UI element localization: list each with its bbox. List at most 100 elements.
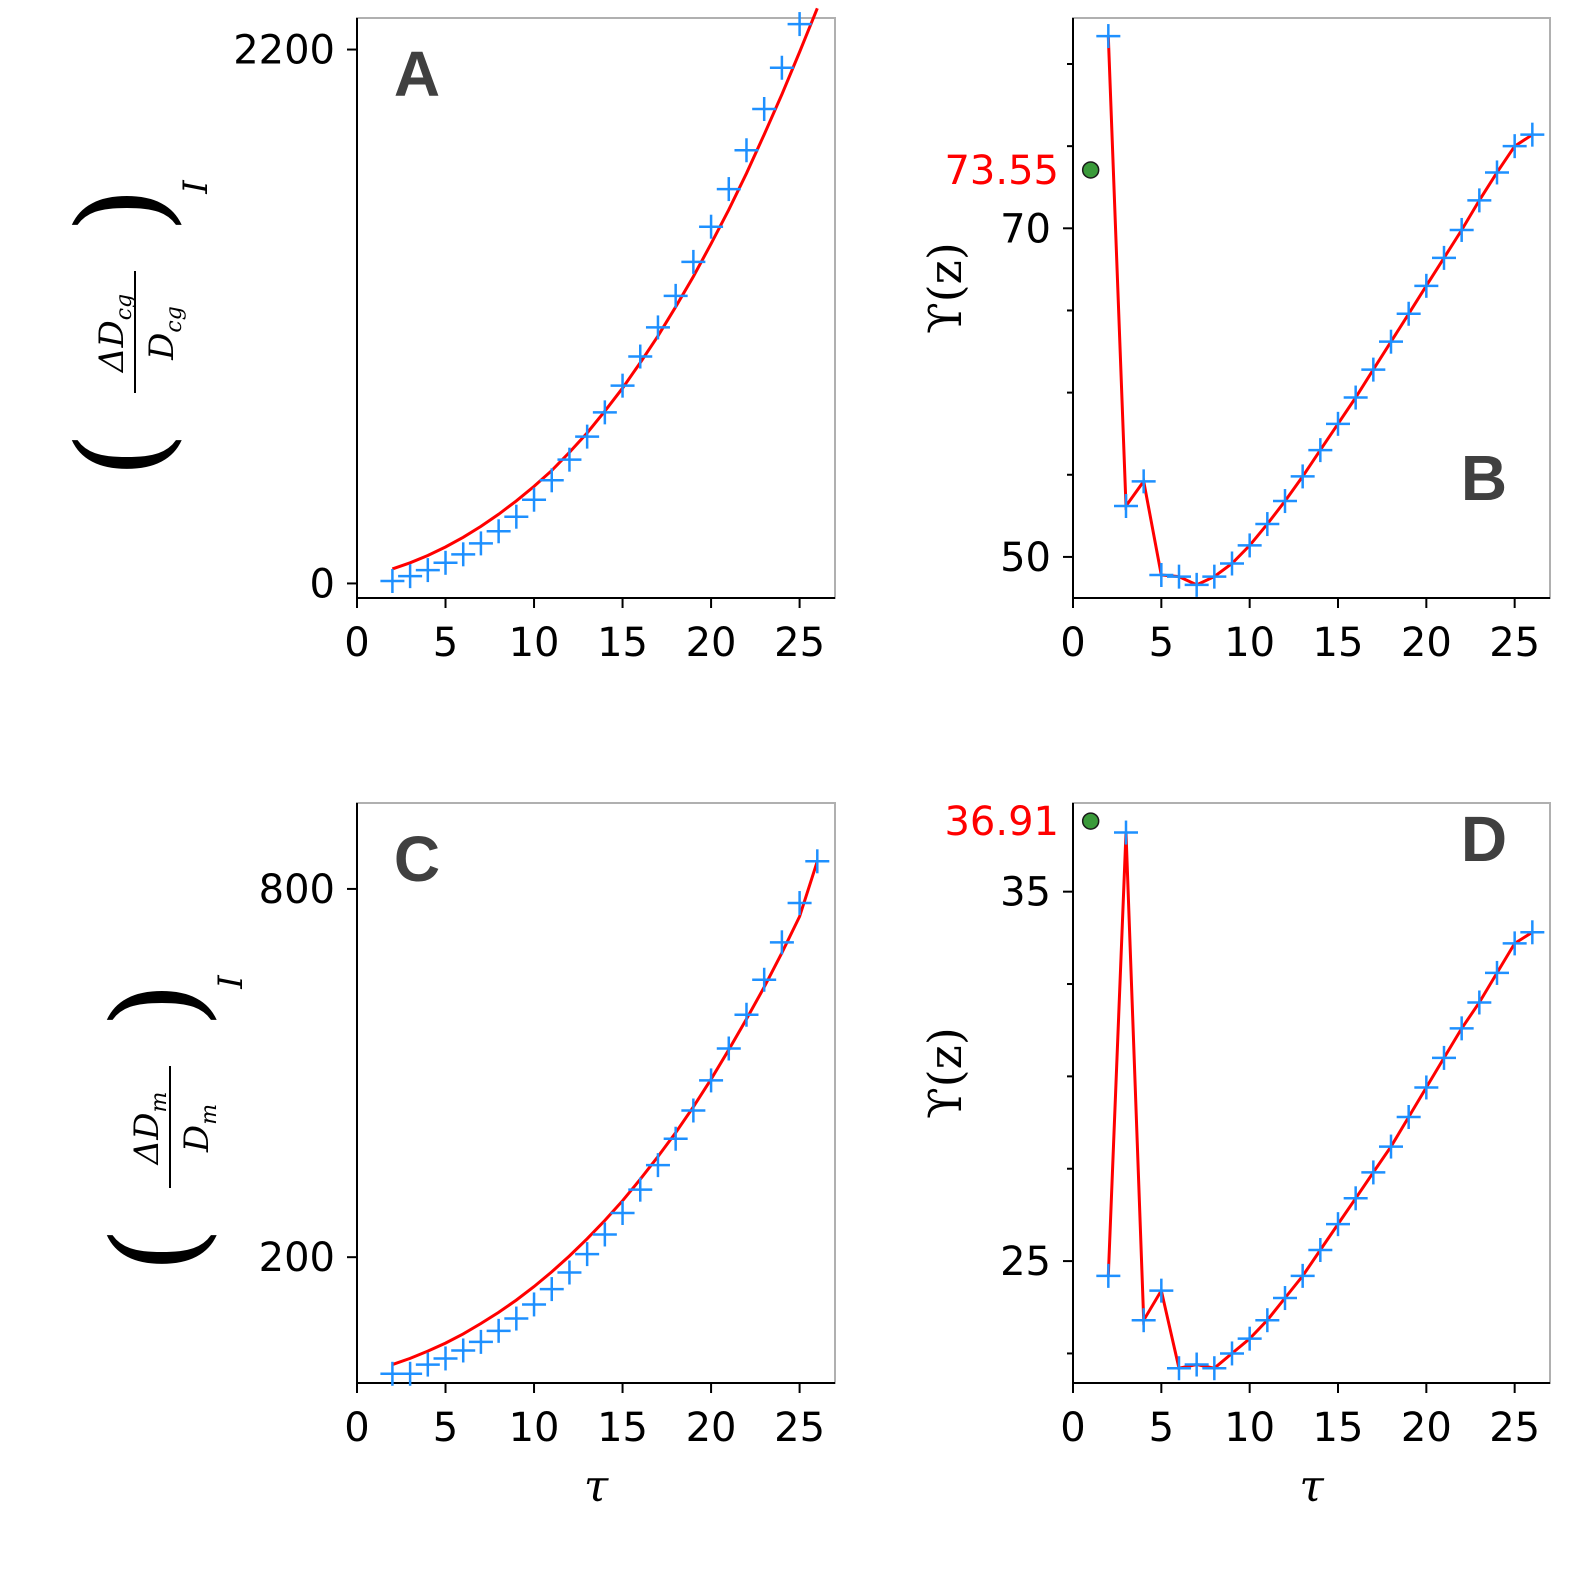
data-point [752, 97, 777, 122]
panel-letter: C [394, 823, 440, 895]
data-point [504, 1306, 529, 1331]
y-tick-label: 2200 [233, 28, 335, 74]
data-point [681, 249, 706, 274]
data-point [628, 344, 653, 369]
data-point [539, 468, 564, 493]
data-point [1184, 572, 1209, 597]
label-subscript: I [176, 180, 216, 195]
data-point [716, 177, 741, 202]
data-point [1273, 489, 1297, 514]
data-point [1149, 1278, 1174, 1303]
x-tick-label: 25 [1489, 1405, 1540, 1451]
data-point [787, 12, 812, 37]
data-point [1520, 122, 1545, 147]
y-tick-label: 0 [310, 561, 335, 607]
data-point [1096, 1263, 1121, 1288]
data-point [380, 569, 405, 594]
data-point [468, 531, 493, 556]
data-point [1167, 1356, 1191, 1381]
x-tick-label: 15 [597, 620, 648, 666]
data-point [699, 1068, 724, 1093]
data-point [681, 1098, 706, 1123]
fit-line [391, 860, 819, 1367]
data-point [451, 1338, 476, 1363]
x-tick-label: 0 [1060, 620, 1085, 666]
special-point [1081, 161, 1100, 179]
x-tick-label: 20 [686, 1405, 737, 1451]
y-axis-label: ϒ(z) [918, 242, 972, 334]
data-point [716, 1036, 741, 1061]
close-paren: ) [53, 187, 192, 234]
data-point [1096, 24, 1121, 49]
data-point [663, 1126, 688, 1151]
x-tick-label: 10 [509, 1405, 560, 1451]
data-point [522, 1292, 547, 1317]
open-paren: ( [88, 1227, 227, 1274]
x-tick-label: 15 [1313, 1405, 1364, 1451]
data-point [1308, 438, 1333, 463]
data-point [433, 1346, 458, 1371]
data-point [468, 1329, 493, 1354]
data-point [1485, 160, 1509, 185]
y-axis-label: ϒ(z) [918, 1027, 972, 1119]
data-point [1432, 245, 1456, 270]
data-point [433, 550, 458, 575]
x-tick-label: 5 [433, 620, 458, 666]
data-point [610, 1200, 635, 1225]
data-point [663, 283, 688, 308]
data-point [1467, 188, 1492, 213]
fit-line [1106, 832, 1534, 1370]
y-tick-label: 50 [1000, 535, 1051, 581]
data-point [398, 1361, 423, 1386]
x-tick-label: 15 [597, 1405, 648, 1451]
y-tick-label: 35 [1000, 870, 1051, 916]
special-point-label: 36.91 [944, 799, 1059, 845]
x-tick-label: 20 [1401, 1405, 1452, 1451]
label-denominator: Dcg [142, 306, 187, 361]
data-point [1396, 301, 1421, 326]
data-point [1131, 469, 1156, 494]
data-point [1237, 1326, 1262, 1351]
x-tick-label: 10 [509, 620, 560, 666]
data-point [1502, 931, 1527, 956]
data-point [1114, 493, 1138, 518]
x-tick-label: 20 [1401, 620, 1452, 666]
data-point [592, 400, 617, 425]
open-paren: ( [53, 432, 192, 479]
data-point [1273, 1286, 1297, 1311]
panel-B: 0 5 10 15 20 25 50 70 73.55 B ϒ(z) [918, 17, 1551, 666]
data-point [1167, 564, 1191, 589]
data-point [769, 930, 794, 955]
data-point [1184, 1352, 1209, 1377]
data-point [1414, 1075, 1439, 1100]
data-point [787, 891, 812, 916]
data-point [522, 487, 547, 512]
data-point [1326, 411, 1350, 436]
data-point [504, 504, 529, 529]
data-point [1361, 1160, 1386, 1185]
x-tick-label: 20 [686, 620, 737, 666]
x-axis-label: τ [584, 1461, 609, 1512]
data-point [1220, 1341, 1244, 1366]
special-point-label: 73.55 [944, 148, 1059, 194]
data-point [486, 519, 511, 544]
data-point [1255, 512, 1280, 537]
data-point [1467, 990, 1492, 1015]
data-point [734, 1002, 759, 1027]
data-point [1449, 1016, 1474, 1041]
x-tick-label: 0 [1060, 1405, 1085, 1451]
data-point [539, 1277, 564, 1302]
data-point [1502, 134, 1527, 159]
data-point [575, 1242, 600, 1267]
data-point [610, 373, 635, 398]
x-tick-label: 0 [344, 620, 369, 666]
data-point [415, 558, 440, 583]
label-numerator: ΔDcg [92, 294, 137, 374]
x-tick-label: 10 [1224, 620, 1275, 666]
data-point [1237, 533, 1262, 558]
x-tick-label: 5 [1149, 620, 1174, 666]
